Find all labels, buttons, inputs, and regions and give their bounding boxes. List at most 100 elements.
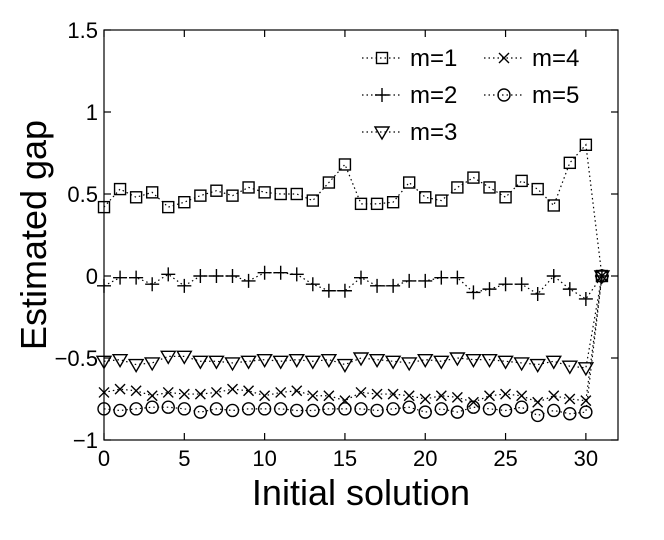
data-point-m=3-7 (208, 355, 225, 370)
data-point-m=5-23 (466, 400, 481, 414)
data-point-m=3-17 (368, 353, 386, 369)
data-point-m=5-28 (547, 403, 561, 418)
data-point-m=5-1 (113, 403, 127, 418)
series-m=1 (97, 138, 609, 283)
data-point-m=3-19 (400, 357, 418, 372)
data-point-m=1-14 (322, 176, 336, 189)
data-point-m=2-5 (177, 278, 192, 293)
data-point-m=5-26 (514, 400, 529, 414)
data-point-m=4-9 (243, 385, 255, 397)
data-point-m=1-13 (306, 194, 320, 207)
data-point-m=1-11 (274, 187, 287, 201)
data-point-m=1-25 (499, 191, 512, 204)
data-point-m=1-30 (579, 138, 593, 152)
data-point-m=5-27 (530, 408, 545, 423)
data-point-m=1-5 (178, 195, 191, 209)
data-point-m=1-29 (563, 156, 577, 170)
legend-marker-m=3 (373, 126, 391, 141)
data-point-m=3-11 (272, 355, 289, 370)
data-point-m=4-25 (500, 388, 512, 400)
legend-label: m=4 (532, 45, 579, 72)
y-tick-label: −1 (73, 428, 98, 453)
data-point-m=2-15 (337, 283, 352, 298)
data-point-m=2-24 (482, 282, 497, 297)
data-point-m=2-22 (450, 270, 465, 285)
data-point-m=2-7 (209, 269, 224, 283)
data-point-m=1-21 (435, 194, 448, 207)
data-point-m=5-17 (370, 403, 384, 418)
data-point-m=1-27 (531, 182, 544, 196)
legend-marker-m=2 (375, 88, 389, 102)
data-point-m=2-1 (113, 270, 128, 285)
data-point-m=4-14 (323, 390, 335, 402)
axes-frame (103, 29, 619, 441)
data-point-m=3-24 (481, 353, 498, 369)
legend-marker-m=5 (497, 88, 511, 102)
legend-marker-m=4 (498, 52, 510, 64)
data-point-m=2-14 (321, 283, 336, 298)
data-point-m=1-24 (483, 181, 496, 194)
data-point-m=5-20 (418, 405, 432, 419)
data-point-m=5-12 (290, 403, 304, 418)
y-tick-label: 1.5 (67, 18, 98, 43)
data-point-m=1-26 (515, 174, 528, 188)
data-point-m=1-3 (145, 186, 159, 199)
data-point-m=2-6 (193, 269, 208, 283)
data-point-m=2-26 (514, 277, 529, 292)
data-point-m=5-31 (595, 269, 609, 283)
data-point-m=2-16 (354, 270, 368, 285)
data-point-m=5-15 (338, 402, 352, 416)
data-point-m=1-9 (242, 181, 255, 194)
data-point-m=4-7 (210, 386, 222, 398)
data-point-m=2-12 (289, 267, 304, 282)
data-point-m=3-4 (160, 350, 177, 365)
data-point-m=2-17 (370, 278, 385, 293)
data-point-m=2-3 (145, 277, 160, 292)
data-point-m=2-9 (241, 273, 256, 288)
x-tick-label: 25 (493, 446, 517, 471)
series-m=2 (97, 265, 609, 306)
data-point-m=4-4 (162, 386, 174, 398)
legend-item-m=4: m=4 (484, 45, 579, 72)
series-line-m=2 (103, 272, 603, 300)
data-point-m=2-20 (418, 273, 433, 288)
data-point-m=3-2 (127, 358, 145, 373)
data-point-m=1-23 (467, 171, 480, 184)
data-point-m=4-31 (596, 270, 608, 282)
data-point-m=1-15 (338, 158, 352, 171)
data-point-m=2-21 (434, 270, 449, 285)
data-point-m=3-21 (433, 355, 450, 370)
data-point-m=3-23 (465, 353, 482, 369)
data-point-m=4-16 (355, 386, 367, 398)
data-point-m=5-2 (129, 402, 143, 416)
data-point-m=3-15 (336, 358, 354, 373)
data-point-m=4-6 (194, 388, 206, 400)
data-point-m=1-16 (354, 197, 368, 211)
data-point-m=1-17 (370, 197, 384, 211)
data-point-m=3-5 (176, 350, 193, 365)
data-point-m=1-8 (226, 189, 239, 202)
data-point-m=3-3 (143, 357, 161, 372)
data-point-m=5-24 (482, 402, 497, 416)
data-point-m=2-10 (257, 265, 272, 280)
data-point-m=1-19 (402, 176, 416, 189)
data-point-m=2-27 (530, 287, 545, 302)
data-point-m=4-29 (564, 393, 576, 405)
data-point-m=4-11 (275, 386, 287, 398)
data-point-m=5-5 (177, 402, 192, 416)
data-point-m=5-14 (322, 402, 336, 416)
x-tick-label: 30 (574, 446, 598, 471)
data-point-m=4-17 (371, 388, 383, 400)
data-point-m=2-18 (386, 278, 401, 293)
data-point-m=5-9 (241, 402, 256, 416)
y-axis-label: Estimated gap (13, 120, 54, 350)
data-point-m=3-27 (529, 358, 546, 373)
series-line-m=5 (103, 275, 603, 417)
x-axis-label: Initial solution (252, 472, 470, 513)
data-point-m=5-19 (402, 400, 416, 414)
data-point-m=3-26 (513, 357, 530, 372)
data-point-m=4-8 (227, 383, 238, 395)
data-point-m=2-4 (161, 267, 176, 282)
data-point-m=4-20 (419, 393, 431, 405)
